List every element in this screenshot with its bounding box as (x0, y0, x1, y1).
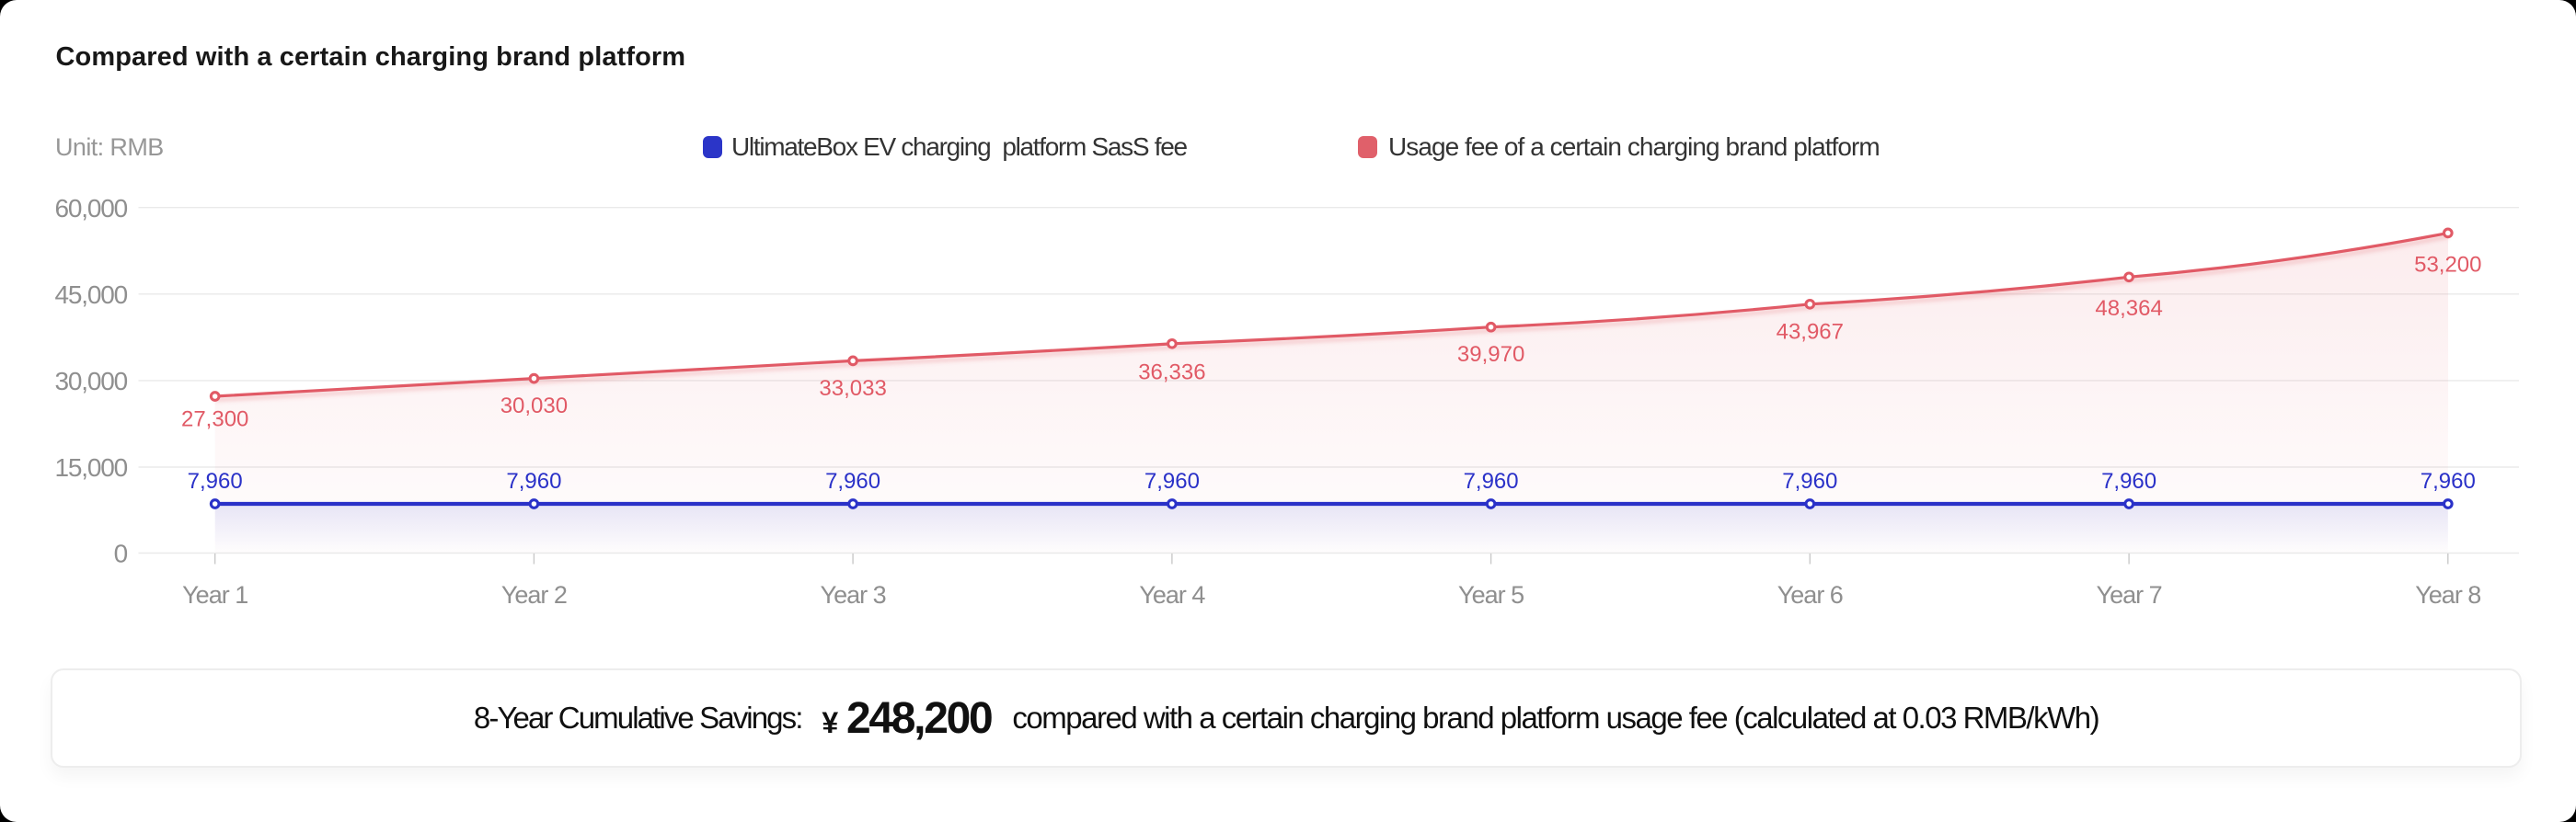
svg-text:60,000: 60,000 (55, 194, 128, 223)
svg-text:Year 7: Year 7 (2097, 581, 2162, 609)
svg-text:30,030: 30,030 (500, 394, 568, 418)
svg-text:43,967: 43,967 (1777, 320, 1844, 345)
svg-text:15,000: 15,000 (55, 453, 128, 482)
svg-text:7,960: 7,960 (2421, 469, 2476, 494)
svg-text:7,960: 7,960 (188, 469, 243, 494)
svg-text:Year 6: Year 6 (1777, 581, 1843, 609)
svg-text:Year 3: Year 3 (821, 581, 886, 609)
svg-text:7,960: 7,960 (2101, 469, 2156, 494)
svg-text:7,960: 7,960 (825, 469, 880, 494)
svg-text:48,364: 48,364 (2095, 296, 2162, 321)
svg-text:7,960: 7,960 (1464, 469, 1519, 494)
svg-text:7,960: 7,960 (506, 469, 561, 494)
svg-text:7,960: 7,960 (1144, 469, 1200, 494)
svg-text:27,300: 27,300 (181, 407, 248, 432)
svg-text:Year 8: Year 8 (2415, 581, 2480, 609)
svg-text:33,033: 33,033 (819, 376, 886, 401)
svg-text:45,000: 45,000 (55, 280, 128, 309)
svg-text:53,200: 53,200 (2414, 253, 2481, 278)
svg-text:36,336: 36,336 (1138, 360, 1205, 385)
svg-text:Year 5: Year 5 (1458, 581, 1524, 609)
svg-text:Year 2: Year 2 (501, 581, 567, 609)
svg-text:30,000: 30,000 (55, 367, 128, 395)
svg-text:Year 1: Year 1 (182, 581, 247, 609)
svg-text:0: 0 (114, 540, 128, 568)
svg-text:39,970: 39,970 (1457, 342, 1524, 367)
svg-text:Year 4: Year 4 (1139, 581, 1205, 609)
svg-text:7,960: 7,960 (1782, 469, 1837, 494)
